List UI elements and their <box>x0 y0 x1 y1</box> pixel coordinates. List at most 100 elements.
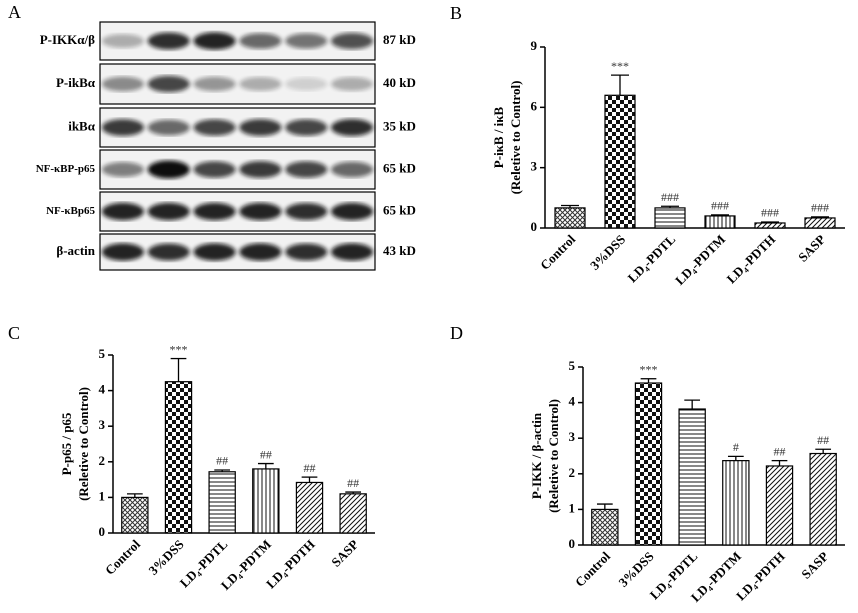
blot-band <box>101 162 144 177</box>
error-bar <box>214 469 231 472</box>
y-tick-label: 4 <box>569 394 576 409</box>
blot-band <box>285 33 328 49</box>
blot-band <box>147 32 190 50</box>
blot-band <box>331 32 374 50</box>
blot-row-label: NF-κBp65 <box>46 205 95 217</box>
y-axis-label: P-iκB / iκB <box>491 106 506 168</box>
y-tick-label: 5 <box>569 358 576 373</box>
x-tick-label: Control <box>102 536 143 577</box>
blot-band <box>285 202 328 221</box>
bar <box>654 207 686 229</box>
significance: ## <box>304 461 316 475</box>
y-axis-label: P-IKK / β-actin <box>529 412 544 499</box>
significance: ### <box>661 190 679 204</box>
blot-band <box>331 118 374 137</box>
bar <box>765 465 794 546</box>
blot-band <box>239 202 282 221</box>
blot-box <box>99 233 376 271</box>
x-tick-label: SASP <box>328 537 361 570</box>
error-bar <box>661 205 679 208</box>
blot-band <box>193 119 236 136</box>
panel-label: A <box>8 2 21 22</box>
x-tick-label: Control <box>537 231 578 272</box>
blot-band <box>239 77 282 91</box>
y-axis-label: (Reletive to Control) <box>76 387 91 501</box>
error-bar <box>170 357 187 382</box>
blot-band <box>331 243 374 261</box>
blot-size-label: 40 kD <box>383 75 416 90</box>
blot-band <box>147 160 190 179</box>
y-tick-label: 3 <box>531 159 538 174</box>
y-tick-label: 0 <box>569 536 576 551</box>
blot-size-label: 65 kD <box>383 202 416 217</box>
blot-row-label: β-actin <box>56 243 95 258</box>
significance: ### <box>711 199 729 213</box>
blot-row-label: P-IKKα/β <box>40 32 95 47</box>
y-tick-label: 3 <box>99 417 106 432</box>
y-tick-label: 5 <box>99 346 106 361</box>
panel-label: B <box>450 3 462 23</box>
blot-band <box>285 161 328 178</box>
significance: # <box>733 440 739 454</box>
blot-band <box>193 243 236 261</box>
blot-band <box>285 243 328 261</box>
bar <box>208 471 236 534</box>
blot-band <box>147 243 190 261</box>
error-bar <box>771 459 788 466</box>
y-tick-label: 4 <box>99 382 106 397</box>
error-bar <box>257 462 274 469</box>
error-bar <box>611 74 629 96</box>
significance: ## <box>817 433 829 447</box>
panel-label: D <box>450 323 463 343</box>
error-bar <box>684 399 701 410</box>
blot-box <box>99 107 376 148</box>
x-tick-label: SASP <box>798 549 831 582</box>
y-tick-label: 1 <box>569 500 576 515</box>
bar <box>554 207 586 229</box>
x-tick-label: 3%DSS <box>145 537 186 578</box>
x-tick-label: SASP <box>795 232 828 265</box>
blot-box <box>99 21 376 61</box>
blot-band <box>239 161 282 178</box>
y-axis-label: (Reletive to Control) <box>508 81 523 195</box>
significance: *** <box>640 362 658 376</box>
blot-band <box>101 243 144 261</box>
bar <box>252 468 280 534</box>
blot-band <box>331 161 374 178</box>
y-tick-label: 3 <box>569 429 576 444</box>
error-bar <box>345 491 362 494</box>
blot-size-label: 65 kD <box>383 160 416 175</box>
blot-box <box>99 191 376 232</box>
significance: ## <box>347 476 359 490</box>
bar <box>704 215 736 229</box>
significance: ## <box>774 444 786 458</box>
significance: ### <box>811 201 829 215</box>
bar <box>754 222 786 229</box>
panel-label: C <box>8 323 20 343</box>
y-axis-label: (Reletive to Control) <box>546 399 561 513</box>
blot-band <box>147 119 190 136</box>
blot-band <box>239 33 282 49</box>
error-bar <box>815 448 832 454</box>
error-bar <box>711 214 729 216</box>
bar <box>809 452 837 546</box>
bar <box>678 408 706 546</box>
blot-band <box>285 119 328 136</box>
significance: ### <box>761 206 779 220</box>
error-bar <box>727 455 744 461</box>
y-tick-label: 1 <box>99 488 106 503</box>
blot-size-label: 43 kD <box>383 243 416 258</box>
x-tick-label: 3%DSS <box>587 232 628 273</box>
y-axis-label: P-p65 / p65 <box>59 412 74 475</box>
blot-box <box>99 63 376 105</box>
significance: ## <box>260 447 272 461</box>
y-tick-label: 9 <box>531 38 538 53</box>
blot-row-label: ikBα <box>68 118 96 133</box>
error-bar <box>126 493 143 498</box>
x-tick-label: LD₄-PDTM <box>672 232 728 288</box>
error-bar <box>596 503 613 510</box>
blot-band <box>239 243 282 261</box>
error-bar <box>640 378 657 384</box>
x-tick-label: LD₄-PDTL <box>625 231 679 285</box>
